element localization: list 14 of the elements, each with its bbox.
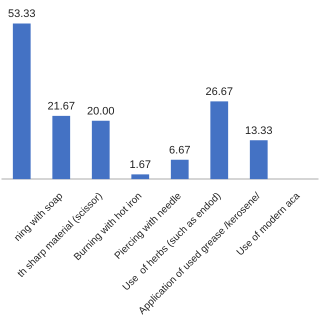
bar xyxy=(131,174,150,180)
bar xyxy=(52,116,70,180)
bar xyxy=(12,23,31,180)
data-label: 1.67 xyxy=(130,158,151,171)
bar xyxy=(250,140,268,180)
data-label: 53.33 xyxy=(8,8,36,20)
data-label: 20.00 xyxy=(86,105,115,118)
data-label: 21.67 xyxy=(47,100,76,112)
data-label: 6.67 xyxy=(169,144,190,156)
bar xyxy=(92,120,110,180)
bar xyxy=(210,101,228,180)
bar xyxy=(170,160,189,180)
data-label: 26.67 xyxy=(205,86,234,98)
data-label: 13.33 xyxy=(244,124,273,137)
